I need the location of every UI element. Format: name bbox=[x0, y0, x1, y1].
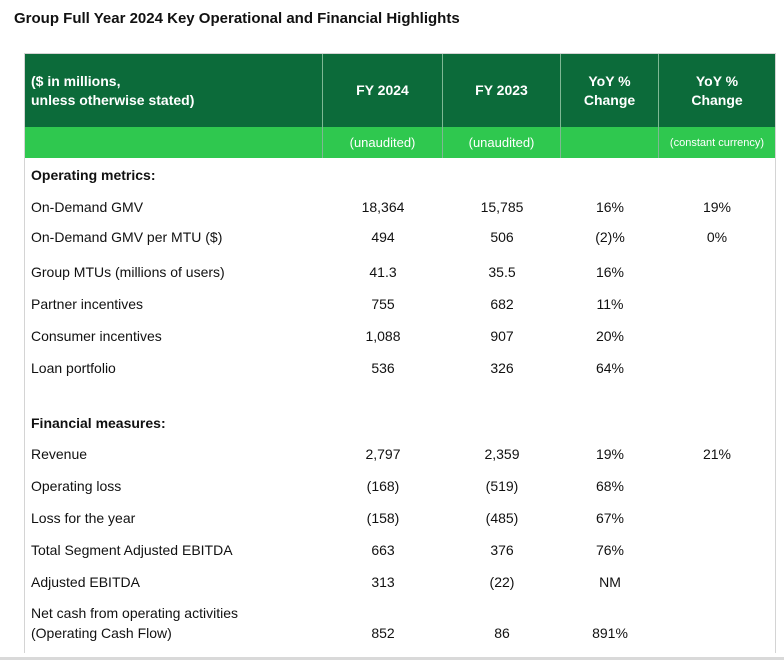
cell-fy2024: (158) bbox=[366, 510, 400, 526]
header-yoy-change: YoY % Change bbox=[561, 54, 658, 127]
cell-fy2024: 18,364 bbox=[361, 199, 405, 215]
cell-fy2023: 506 bbox=[490, 229, 514, 245]
row-label: Net cash from operating activities bbox=[31, 605, 238, 621]
column-divider bbox=[442, 54, 443, 158]
column-divider bbox=[560, 54, 561, 158]
cell-yoy: 11% bbox=[596, 296, 624, 312]
cell-fy2024: 494 bbox=[371, 229, 395, 245]
header-description-line1: ($ in millions, bbox=[31, 72, 121, 89]
cell-fy2023: 907 bbox=[490, 328, 514, 344]
row-label: Loan portfolio bbox=[31, 360, 116, 376]
table-subheader bbox=[25, 127, 775, 158]
row-label: Operating loss bbox=[31, 478, 122, 494]
row-label: Partner incentives bbox=[31, 296, 144, 312]
cell-fy2023: (519) bbox=[485, 478, 519, 494]
cell-fy2023: 86 bbox=[494, 625, 510, 641]
table-header bbox=[25, 54, 775, 127]
header-yoy-line2: Change bbox=[583, 91, 636, 108]
table-frame bbox=[24, 53, 776, 653]
cell-yoy: (2)% bbox=[595, 229, 625, 245]
cell-yoy: 16% bbox=[595, 199, 625, 215]
row-label-line2: (Operating Cash Flow) bbox=[31, 625, 172, 641]
header-fy2023: FY 2023 bbox=[475, 82, 528, 98]
row-label: On-Demand GMV per MTU ($) bbox=[31, 229, 223, 245]
header-description: ($ in millions, unless otherwise stated) bbox=[31, 54, 321, 127]
cell-yoy: NM bbox=[599, 574, 621, 590]
cell-fy2024: 1,088 bbox=[365, 328, 401, 344]
cell-fy2023: 15,785 bbox=[480, 199, 524, 215]
row-label: Consumer incentives bbox=[31, 328, 162, 344]
cell-yoy: 19% bbox=[595, 446, 625, 462]
cell-fy2024: 2,797 bbox=[365, 446, 401, 462]
cell-fy2024: 536 bbox=[371, 360, 395, 376]
cell-fy2024: (168) bbox=[366, 478, 400, 494]
cell-yoy: 64% bbox=[595, 360, 625, 376]
header-yoy-cc-change: YoY % Change bbox=[659, 54, 775, 127]
cell-yoy-cc: 19% bbox=[702, 199, 732, 215]
cell-fy2024: 663 bbox=[371, 542, 395, 558]
cell-yoy-cc: 0% bbox=[706, 229, 728, 245]
subheader-yoy-cc: (constant currency) bbox=[669, 136, 765, 149]
cell-fy2023: 2,359 bbox=[484, 446, 520, 462]
cell-fy2023: (22) bbox=[489, 574, 515, 590]
cell-yoy: 891% bbox=[592, 625, 628, 641]
column-divider bbox=[658, 54, 659, 158]
cell-fy2023: 376 bbox=[490, 542, 514, 558]
cell-yoy: 76% bbox=[595, 542, 625, 558]
row-label: Adjusted EBITDA bbox=[31, 574, 140, 590]
row-label: On-Demand GMV bbox=[31, 199, 144, 215]
header-fy2024: FY 2024 bbox=[356, 82, 409, 98]
header-yoy-cc-line1: YoY % bbox=[695, 72, 739, 89]
cell-fy2024: 755 bbox=[371, 296, 395, 312]
row-label: Group MTUs (millions of users) bbox=[31, 264, 225, 280]
subheader-yoy bbox=[561, 127, 658, 158]
row-label: Total Segment Adjusted EBITDA bbox=[31, 542, 233, 558]
header-yoy-line1: YoY % bbox=[588, 72, 631, 89]
column-divider bbox=[322, 54, 323, 158]
cell-fy2023: 682 bbox=[490, 296, 514, 312]
row-label: Revenue bbox=[31, 446, 88, 462]
cell-fy2024: 313 bbox=[371, 574, 395, 590]
cell-fy2024: 852 bbox=[371, 625, 395, 641]
section-label: Financial measures: bbox=[31, 415, 166, 431]
subheader-fy2023: (unaudited) bbox=[468, 135, 535, 150]
header-yoy-cc-line2: Change bbox=[691, 91, 743, 108]
page-title: Group Full Year 2024 Key Operational and… bbox=[14, 10, 460, 27]
section-label: Operating metrics: bbox=[31, 167, 156, 183]
cell-fy2023: (485) bbox=[485, 510, 519, 526]
cell-yoy-cc: 21% bbox=[702, 446, 732, 462]
row-label: Loss for the year bbox=[31, 510, 136, 526]
header-description-line2: unless otherwise stated) bbox=[31, 91, 195, 108]
cell-fy2023: 326 bbox=[490, 360, 514, 376]
cell-fy2024: 41.3 bbox=[369, 264, 397, 280]
cell-yoy: 20% bbox=[595, 328, 625, 344]
cell-yoy: 67% bbox=[595, 510, 625, 526]
cell-yoy: 16% bbox=[595, 264, 625, 280]
cell-yoy: 68% bbox=[595, 478, 625, 494]
cell-fy2023: 35.5 bbox=[488, 264, 516, 280]
subheader-fy2024: (unaudited) bbox=[349, 135, 416, 150]
bottom-edge bbox=[0, 657, 784, 660]
